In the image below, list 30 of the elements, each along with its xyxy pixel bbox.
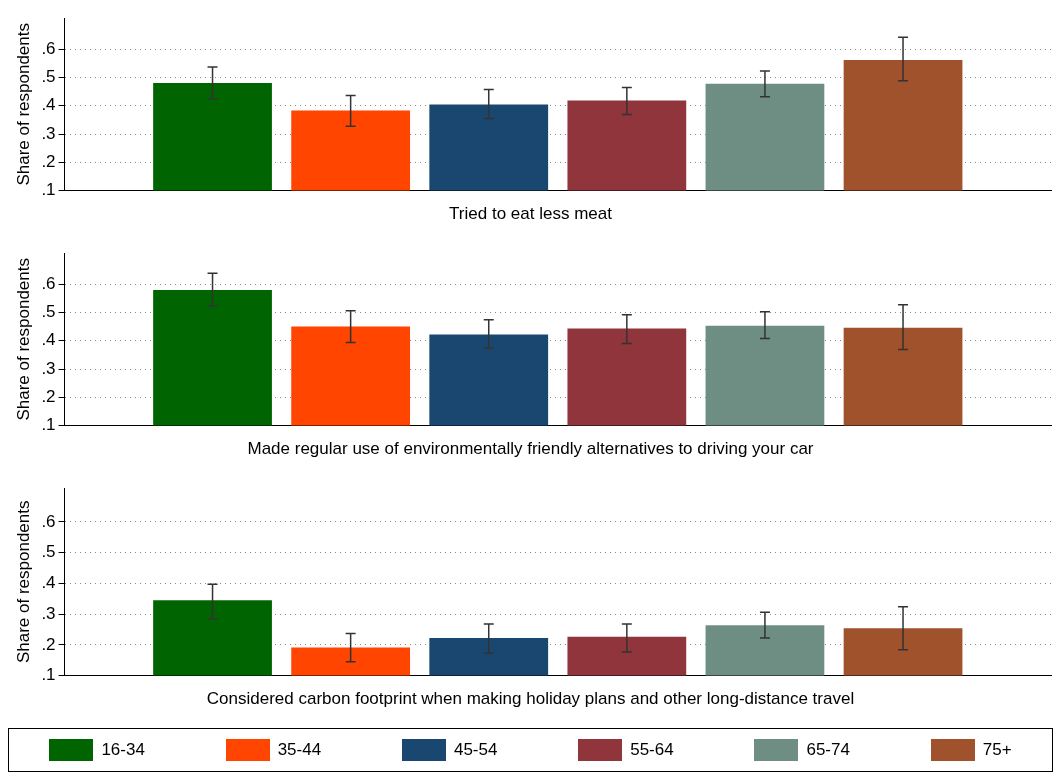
y-tick-label: .6: [41, 38, 56, 58]
y-tick-label: .5: [41, 302, 56, 322]
y-tick-label: .3: [41, 123, 56, 143]
y-axis-title: Share of respondents: [13, 23, 33, 186]
y-tick-label: .4: [41, 573, 56, 593]
text: Tried to eat less meat: [449, 204, 613, 224]
text: Made regular use of environmentally friendly alternatives to driving your car: [247, 439, 814, 459]
y-tick-label: .2: [41, 151, 56, 171]
y-tick-label: .1: [41, 415, 56, 435]
y-tick-label: .6: [41, 511, 56, 531]
y-tick-label: .2: [41, 386, 56, 406]
legend-label: 65-74: [806, 740, 850, 760]
legend-label: 35-44: [277, 740, 322, 760]
y-tick-label: .2: [41, 634, 56, 654]
y-tick-label: .3: [41, 358, 56, 378]
y-tick-label: .3: [41, 603, 56, 623]
y-tick-label: .1: [41, 180, 56, 200]
text: Considered carbon footprint when making holiday plans and other long-distance travel: [206, 689, 855, 709]
y-axis-title: Share of respondents: [13, 500, 33, 664]
y-axis-title: Share of respondents: [13, 258, 33, 421]
legend-label: 45-54: [453, 740, 498, 760]
y-tick-label: .4: [41, 330, 56, 350]
legend-label: 16-34: [101, 740, 145, 760]
y-tick-label: .6: [41, 273, 56, 293]
y-tick-label: .5: [41, 67, 56, 87]
y-tick-label: .1: [41, 665, 56, 685]
y-tick-label: .4: [41, 95, 56, 115]
legend-label: 75+: [982, 740, 1012, 760]
legend-label: 55-64: [630, 740, 674, 760]
y-tick-label: .5: [41, 542, 56, 562]
